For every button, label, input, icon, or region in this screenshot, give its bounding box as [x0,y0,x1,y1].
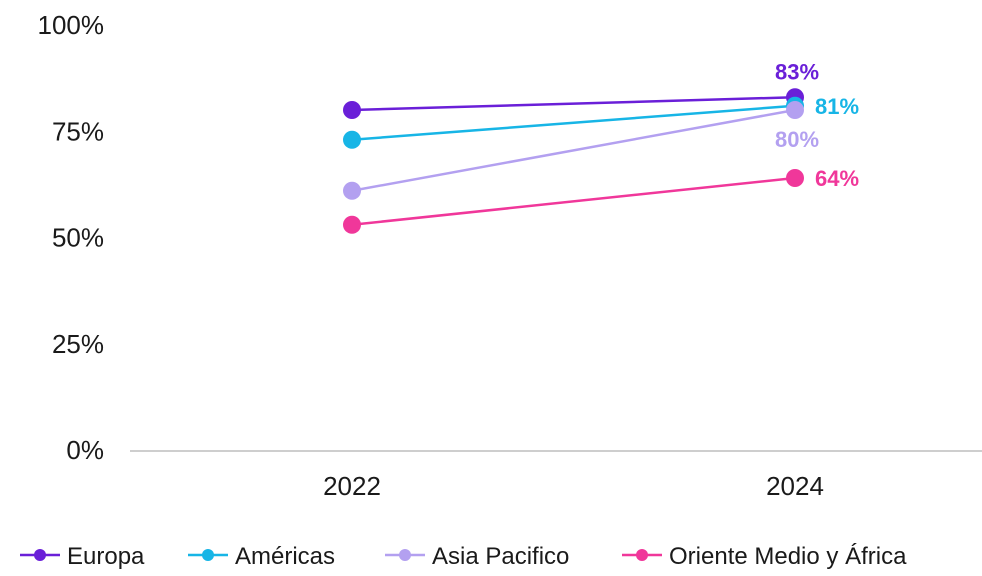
y-tick-label: 75% [52,116,104,146]
x-axis-ticks: 2022 2024 [323,471,824,501]
series-line-1 [351,104,796,141]
legend-dot-marker [636,549,648,561]
data-label: 81% [815,94,859,119]
legend-item: Oriente Medio y África [622,543,907,570]
series-lines [351,96,796,226]
series-points [343,88,804,234]
legend-label: Oriente Medio y África [669,543,907,570]
legend-item: Américas [188,543,335,570]
legend-dot-marker [202,549,214,561]
y-tick-label: 25% [52,329,104,359]
legend: Europa Américas Asia Pacifico Oriente Medio… [20,543,907,570]
legend-dot-marker [399,549,411,561]
series-line-0 [351,96,796,112]
data-label: 64% [815,166,859,191]
legend-item: Asia Pacifico [385,543,569,570]
legend-label: Asia Pacifico [432,543,569,570]
y-tick-label: 50% [52,223,104,253]
legend-item: Europa [20,543,145,570]
data-labels: 83% 81% 80% 64% [775,59,859,191]
data-point [786,169,804,187]
data-point [786,101,804,119]
data-point [343,101,361,119]
x-tick-label: 2022 [323,471,381,501]
legend-label: Europa [67,543,145,570]
data-label: 80% [775,127,819,152]
legend-dot-marker [34,549,46,561]
y-tick-label: 0% [66,435,104,465]
y-axis-ticks: 0% 25% 50% 75% 100% [38,10,105,465]
series-line-2 [351,108,796,192]
x-tick-label: 2024 [766,471,824,501]
y-tick-label: 100% [38,10,105,40]
legend-label: Américas [235,543,335,570]
data-point [343,181,361,200]
data-point [343,215,361,234]
data-point [343,130,361,149]
series-line-3 [351,176,796,226]
data-label: 83% [775,59,819,84]
